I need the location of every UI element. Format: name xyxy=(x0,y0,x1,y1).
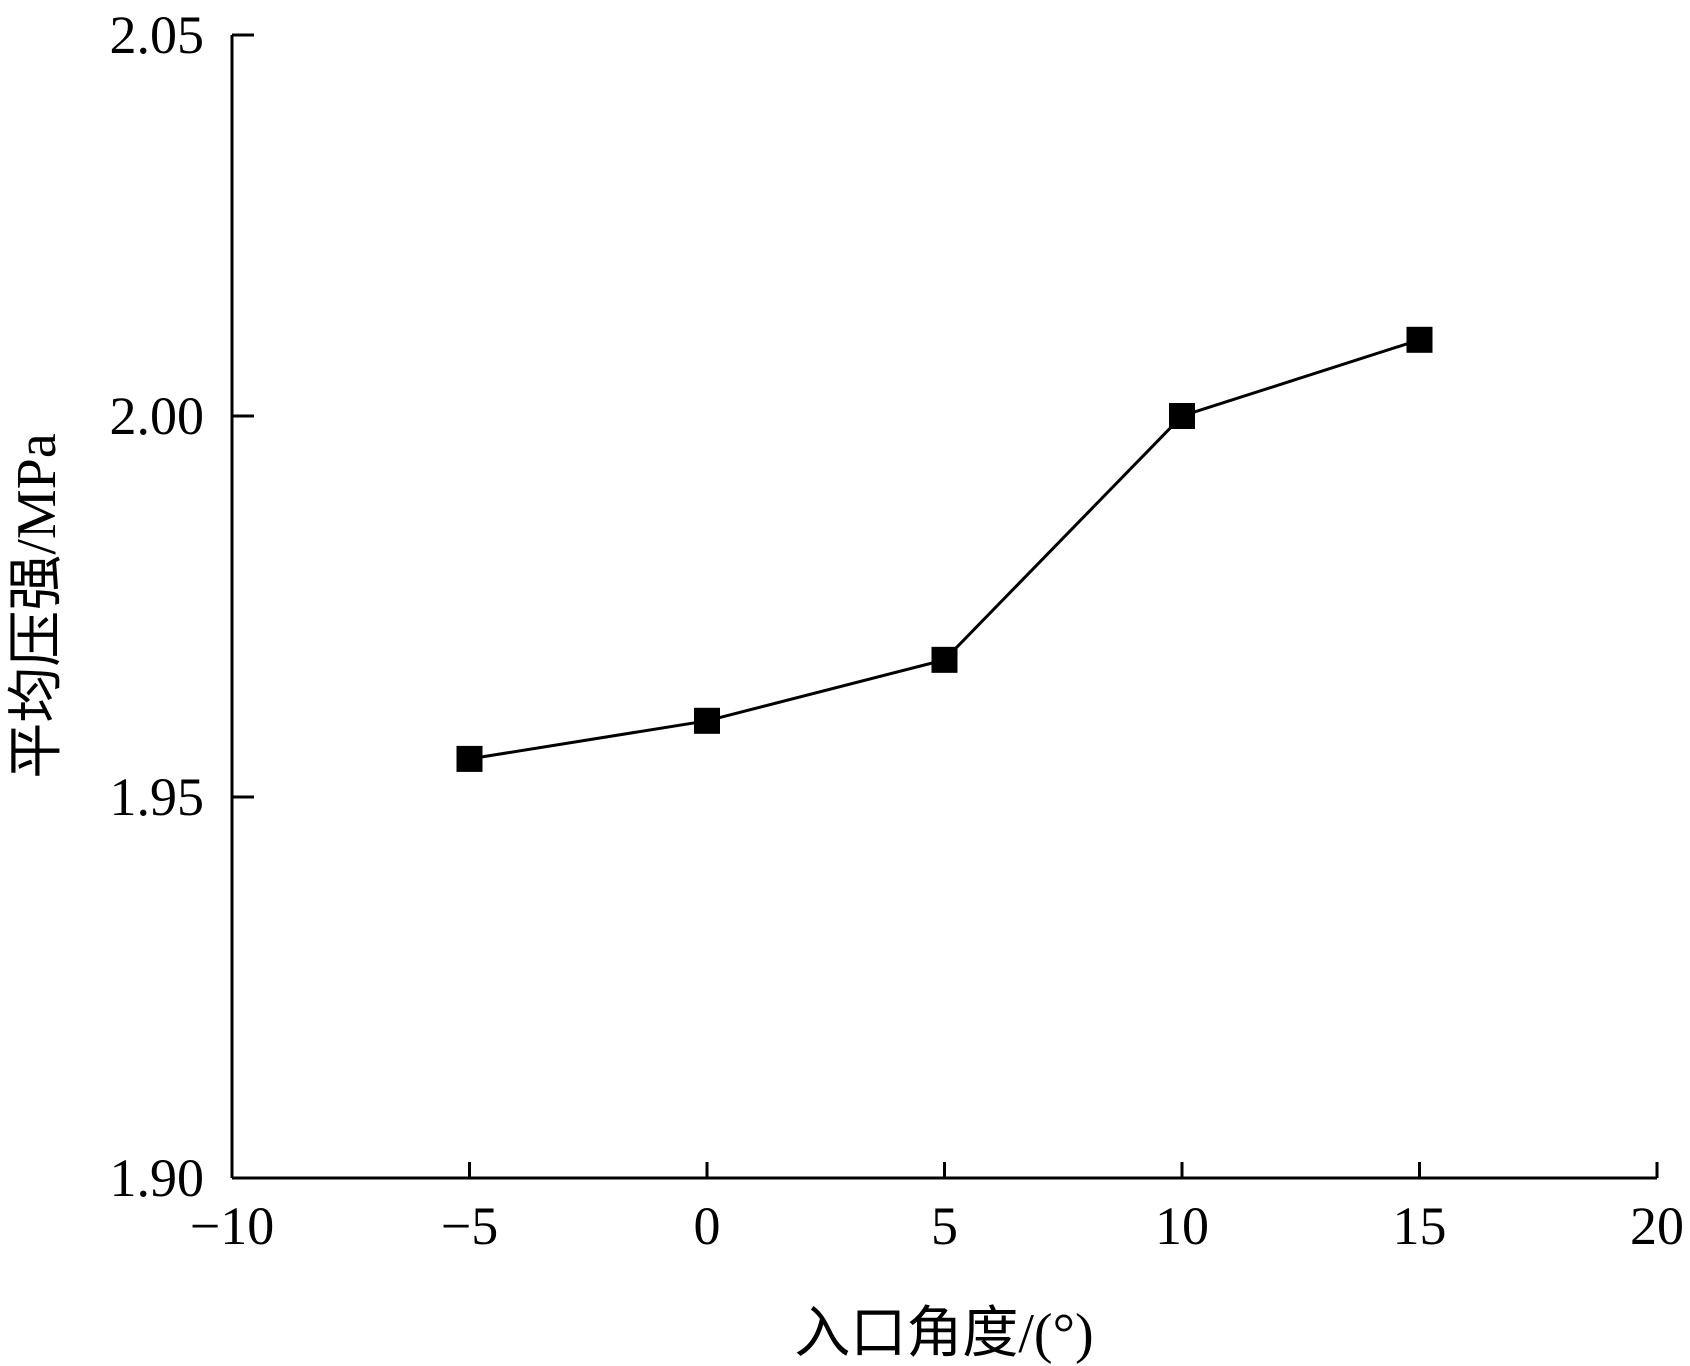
x-tick-label: 0 xyxy=(694,1196,721,1256)
x-tick-label: 10 xyxy=(1155,1196,1209,1256)
data-point-marker xyxy=(931,646,958,673)
y-ticks: 1.90 1.95 2.00 2.05 xyxy=(110,5,254,1208)
y-tick-label: 1.95 xyxy=(110,767,205,827)
x-tick-label: 20 xyxy=(1630,1196,1684,1256)
series-line xyxy=(469,338,1420,761)
data-point-marker xyxy=(1406,326,1433,353)
y-axis-label: 平均压强/MPa xyxy=(6,433,68,778)
x-ticks: −10 −5 0 5 10 15 20 xyxy=(190,1162,1684,1256)
y-tick-label: 2.05 xyxy=(110,5,205,65)
y-tick-label: 1.90 xyxy=(110,1148,205,1208)
x-axis-label: 入口角度/(°) xyxy=(794,1303,1093,1365)
x-tick-label: 15 xyxy=(1393,1196,1447,1256)
axes xyxy=(230,35,1657,1180)
series xyxy=(456,326,1433,772)
data-point-marker xyxy=(456,745,483,772)
x-tick-label: −10 xyxy=(190,1196,274,1256)
data-point-marker xyxy=(1169,403,1195,429)
data-point-marker xyxy=(694,707,720,734)
y-tick-label: 2.00 xyxy=(110,386,205,446)
x-tick-label: −5 xyxy=(441,1196,498,1256)
x-tick-label: 5 xyxy=(931,1196,958,1256)
